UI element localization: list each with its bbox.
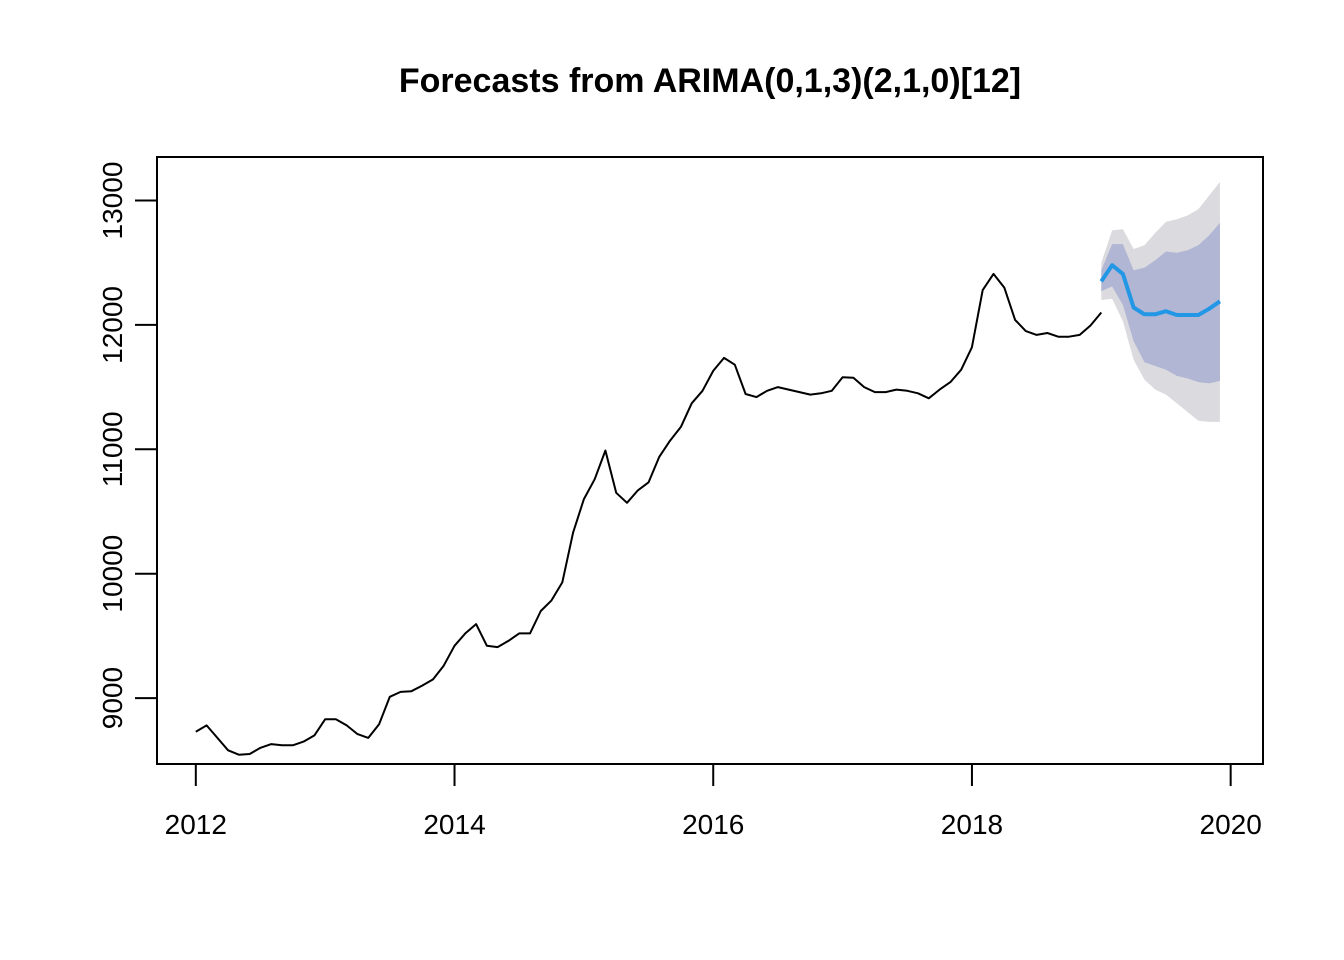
y-tick-label: 10000 (97, 535, 128, 613)
y-tick-label: 12000 (97, 286, 128, 364)
y-axis: 9000 10000 11000 12000 13000 (97, 162, 158, 729)
x-tick-label: 2016 (682, 809, 744, 840)
prediction-interval-80 (1101, 222, 1220, 384)
x-tick-label: 2018 (941, 809, 1003, 840)
forecast-mean-line (1099, 263, 1222, 317)
y-tick-label: 11000 (97, 411, 128, 487)
x-tick-label: 2012 (165, 809, 227, 840)
plot-area (195, 181, 1222, 756)
x-tick-label: 2014 (423, 809, 485, 840)
plot-frame (156, 156, 1264, 765)
history-series-line (195, 272, 1103, 756)
chart-title: Forecasts from ARIMA(0,1,3)(2,1,0)[12] (399, 62, 1021, 100)
x-axis: 2012 2014 2016 2018 2020 (165, 763, 1262, 840)
y-tick-label: 13000 (97, 162, 128, 240)
x-tick-label: 2020 (1200, 809, 1262, 840)
y-tick-label: 9000 (97, 667, 128, 729)
